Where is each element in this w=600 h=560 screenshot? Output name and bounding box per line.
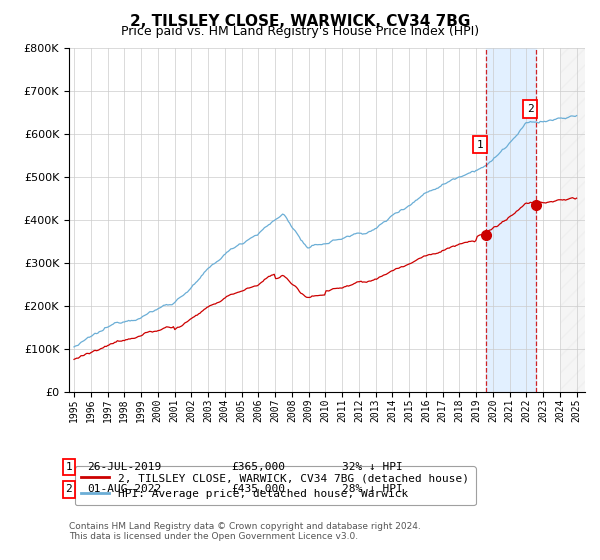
- Text: £435,000: £435,000: [231, 484, 285, 494]
- Bar: [561, 48, 585, 392]
- Text: 2: 2: [527, 104, 533, 114]
- Text: 28% ↓ HPI: 28% ↓ HPI: [342, 484, 403, 494]
- Text: 2, TILSLEY CLOSE, WARWICK, CV34 7BG: 2, TILSLEY CLOSE, WARWICK, CV34 7BG: [130, 14, 470, 29]
- Text: Contains HM Land Registry data © Crown copyright and database right 2024.
This d: Contains HM Land Registry data © Crown c…: [69, 522, 421, 542]
- Text: Price paid vs. HM Land Registry's House Price Index (HPI): Price paid vs. HM Land Registry's House …: [121, 25, 479, 38]
- Text: £365,000: £365,000: [231, 462, 285, 472]
- Text: 32% ↓ HPI: 32% ↓ HPI: [342, 462, 403, 472]
- Text: 1: 1: [65, 462, 73, 472]
- Bar: [485, 48, 536, 392]
- Text: 01-AUG-2022: 01-AUG-2022: [87, 484, 161, 494]
- Legend: 2, TILSLEY CLOSE, WARWICK, CV34 7BG (detached house), HPI: Average price, detach: 2, TILSLEY CLOSE, WARWICK, CV34 7BG (det…: [74, 466, 476, 505]
- Text: 2: 2: [65, 484, 73, 494]
- Text: 26-JUL-2019: 26-JUL-2019: [87, 462, 161, 472]
- Text: 1: 1: [476, 140, 483, 150]
